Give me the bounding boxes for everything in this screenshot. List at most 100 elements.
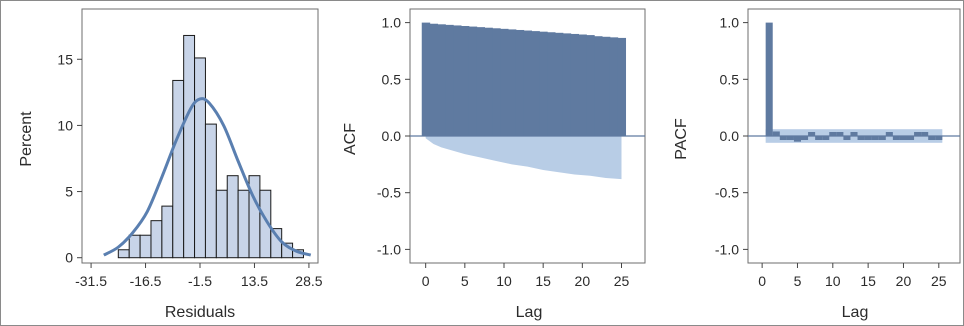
acf-bar (594, 36, 603, 136)
pacf-bar (850, 132, 858, 136)
acf-bar (609, 37, 619, 136)
acf-bar (484, 27, 493, 136)
pacf-bar (928, 136, 936, 140)
hist-xtick-label: 13.5 (241, 273, 268, 289)
pacf-xtick-label: 15 (860, 273, 876, 289)
pacf-bar (786, 136, 794, 140)
acf-bar (460, 26, 470, 137)
histogram-bar (194, 57, 206, 259)
histogram-bar (259, 189, 272, 259)
acf-panel: ACF Lag 1.0 0.5 0.0 -0.5 -1.0 0 5 10 15 20 25 (342, 8, 646, 321)
histogram-bar (226, 175, 239, 259)
acf-xtick-label: 0 (422, 273, 430, 289)
pacf-bar (885, 132, 893, 136)
acf-ytick-label: -1.0 (377, 241, 401, 257)
pacf-bar (808, 132, 816, 136)
pacf-bar (829, 132, 837, 136)
acf-bar (492, 28, 501, 136)
pacf-bar (864, 136, 872, 140)
histogram-bar (117, 249, 130, 259)
hist-xtick-label: -1.5 (188, 273, 212, 289)
pacf-xlabel: Lag (842, 304, 869, 321)
acf-bar (429, 23, 439, 136)
pacf-bar (878, 136, 886, 140)
pacf-bar (907, 136, 915, 140)
acf-bar (554, 32, 564, 136)
histogram-bar (237, 189, 250, 259)
acf-bar (562, 33, 572, 136)
acf-bar (531, 31, 540, 137)
pacf-bar (815, 136, 823, 140)
histogram-bar (139, 234, 152, 259)
hist-ylabel: Percent (18, 111, 35, 167)
acf-bar (453, 25, 462, 137)
pacf-bar (871, 136, 879, 140)
histogram-bar (183, 34, 196, 259)
acf-bar (468, 26, 478, 136)
pacf-xtick-label: 0 (758, 273, 766, 289)
pacf-bar (921, 132, 929, 136)
acf-bar (500, 28, 509, 136)
hist-xtick-label: -16.5 (130, 273, 162, 289)
pacf-ytick-label: -0.5 (715, 185, 739, 201)
acf-bar (586, 35, 595, 137)
hist-xtick-label: 28.5 (295, 273, 322, 289)
acf-xtick-label: 25 (614, 273, 630, 289)
residual-histogram-panel: Percent Residuals 0 5 10 15 -31.5 -16.5 -1.5 13… (18, 8, 323, 321)
acf-bar (578, 34, 587, 136)
acf-bar (539, 31, 548, 136)
pacf-xtick-label: 20 (896, 273, 912, 289)
acf-xtick-label: 15 (535, 273, 551, 289)
pacf-bar (765, 22, 773, 136)
pacf-panel: PACF Lag 1.0 0.5 0.0 -0.5 -1.0 0 5 10 15 20 25 (673, 8, 961, 321)
hist-ytick-label: 5 (65, 184, 73, 200)
pacf-bar (892, 136, 900, 140)
pacf-ylabel: PACF (673, 118, 690, 160)
acf-bar (507, 29, 517, 137)
pacf-bar (836, 132, 844, 136)
pacf-xtick-label: 25 (931, 273, 947, 289)
pacf-bar (822, 136, 830, 140)
hist-ytick-label: 0 (65, 250, 73, 266)
acf-bar (421, 22, 431, 136)
acf-confidence-band (425, 136, 622, 180)
pacf-bar (857, 136, 865, 140)
histogram-bar (172, 79, 185, 259)
pacf-bar (772, 131, 780, 136)
acf-bar (437, 24, 446, 136)
hist-ytick-label: 15 (57, 51, 73, 67)
histogram-bar (150, 220, 163, 259)
pacf-ytick-label: 0.5 (720, 71, 740, 87)
hist-xtick-label: -31.5 (75, 273, 107, 289)
pacf-bar (801, 136, 809, 140)
acf-bar (523, 30, 533, 136)
histogram-bar (161, 205, 174, 259)
pacf-bar (935, 136, 943, 140)
pacf-ytick-label: 0.0 (720, 128, 740, 144)
hist-ytick-label: 10 (57, 117, 73, 133)
acf-xlabel: Lag (516, 304, 543, 321)
histogram-bar (204, 123, 217, 259)
acf-ytick-label: 0.5 (382, 71, 402, 87)
pacf-bar (779, 136, 787, 140)
pacf-bar (914, 132, 922, 136)
acf-xtick-label: 10 (496, 273, 512, 289)
acf-ytick-label: 1.0 (382, 15, 402, 31)
acf-ytick-label: 0.0 (382, 128, 402, 144)
pacf-ytick-label: -1.0 (715, 241, 739, 257)
hist-xlabel: Residuals (165, 304, 235, 321)
acf-bar (570, 33, 580, 137)
histogram-bar (215, 189, 228, 259)
acf-bar (617, 37, 627, 137)
acf-ytick-label: -0.5 (377, 185, 401, 201)
pacf-bar (793, 136, 801, 142)
acf-bar (515, 29, 525, 137)
pacf-bar (843, 136, 851, 140)
histogram-bar (128, 234, 141, 259)
acf-bar (601, 36, 611, 136)
acf-bar (445, 24, 454, 136)
acf-xtick-label: 20 (575, 273, 591, 289)
acf-bar (476, 27, 486, 137)
acf-xtick-label: 5 (461, 273, 469, 289)
